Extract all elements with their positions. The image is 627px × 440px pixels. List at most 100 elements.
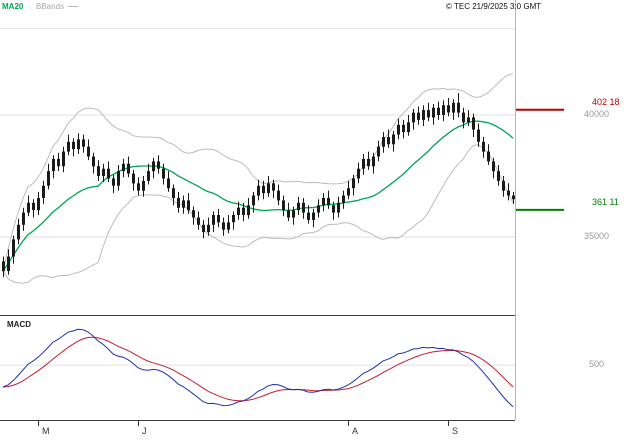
candle-body (437, 107, 440, 115)
candle-body (267, 183, 270, 194)
candle-body (52, 158, 55, 172)
candle-body (57, 158, 60, 167)
candle-body (137, 183, 140, 191)
candle-body (47, 171, 50, 186)
candle-body (177, 198, 180, 208)
candle-body (147, 171, 150, 181)
candle-body (342, 195, 345, 203)
candle-body (417, 112, 420, 120)
x-axis-month-label: A (352, 426, 359, 436)
bbands-legend: BBands (36, 2, 79, 12)
candle-body (162, 168, 165, 179)
candle-body (302, 202, 305, 213)
candle-body (27, 202, 30, 213)
candle-body (442, 105, 445, 115)
candle-body (327, 198, 330, 206)
candle-body (152, 161, 155, 172)
resistance-price-label: 402 18 (592, 97, 620, 107)
candle-body (347, 188, 350, 196)
candle-body (472, 117, 475, 130)
candle-body (392, 134, 395, 145)
candle-body (402, 124, 405, 133)
candle-body (202, 224, 205, 233)
candle-body (382, 137, 385, 147)
candle-body (422, 110, 425, 120)
candle-body (257, 185, 260, 196)
candle-body (67, 141, 70, 152)
candle-body (322, 198, 325, 206)
candle-body (197, 217, 200, 225)
candle-body (97, 166, 100, 176)
candle-body (217, 215, 220, 223)
macd-gridline-label: 500 (589, 359, 605, 369)
candle-body (297, 202, 300, 211)
candle-body (477, 129, 480, 142)
candle-body (242, 207, 245, 215)
candle-body (352, 178, 355, 189)
candle-body (192, 210, 195, 218)
candle-body (182, 200, 185, 208)
candle-body (2, 261, 5, 272)
candle-body (87, 146, 90, 157)
candle-body (462, 112, 465, 123)
bollinger-lower-band (2, 144, 514, 284)
candle-body (407, 122, 410, 133)
candle-body (282, 200, 285, 211)
candle-body (232, 215, 235, 223)
candle-body (432, 107, 435, 118)
candle-body (277, 190, 280, 201)
price-gridline-label-40000: 40000 (584, 109, 610, 119)
candle-body (237, 207, 240, 215)
candle-body (122, 163, 125, 172)
candle-body (457, 102, 460, 113)
candle-body (207, 224, 210, 233)
copyright-text: © TEC 21/9/2025 3:0 GMT (446, 2, 542, 11)
bollinger-upper-band (2, 73, 514, 272)
candle-body (142, 180, 145, 191)
candle-body (62, 151, 65, 167)
bbands-legend-label: BBands (36, 2, 65, 11)
candle-body (512, 195, 515, 200)
candle-body (227, 222, 230, 230)
macd-signal-line (2, 336, 514, 402)
ma20-line (2, 120, 514, 272)
candle-body (292, 210, 295, 218)
candle-body (7, 256, 10, 272)
candle-body (252, 195, 255, 206)
candle-body (332, 205, 335, 213)
candle-body (187, 200, 190, 211)
candle-body (102, 168, 105, 176)
candle-body (77, 139, 80, 150)
price-gridline-label-35000: 35000 (584, 231, 610, 241)
candle-body (117, 171, 120, 186)
x-axis-month-label: M (42, 426, 50, 436)
candle-body (107, 168, 110, 179)
candle-body (82, 139, 85, 147)
candle-body (307, 212, 310, 220)
ma20-legend-label: MA20 (2, 2, 24, 11)
candle-body (247, 205, 250, 216)
candle-body (37, 198, 40, 211)
candle-body (17, 224, 20, 240)
candle-body (32, 202, 35, 211)
candle-body (317, 205, 320, 213)
x-axis-month-label: S (452, 426, 459, 436)
candle-body (372, 156, 375, 167)
candle-body (377, 146, 380, 157)
x-axis-month-label: J (142, 426, 147, 436)
candle-body (92, 156, 95, 167)
candle-body (72, 141, 75, 150)
candle-body (42, 185, 45, 198)
candle-body (412, 112, 415, 123)
candle-body (172, 188, 175, 198)
candle-body (112, 178, 115, 186)
candle-body (167, 178, 170, 189)
candle-body (502, 180, 505, 191)
candle-body (127, 163, 130, 174)
candle-body (367, 158, 370, 167)
support-price-label: 361 11 (592, 197, 619, 207)
candle-body (497, 171, 500, 181)
candle-body (447, 105, 450, 113)
